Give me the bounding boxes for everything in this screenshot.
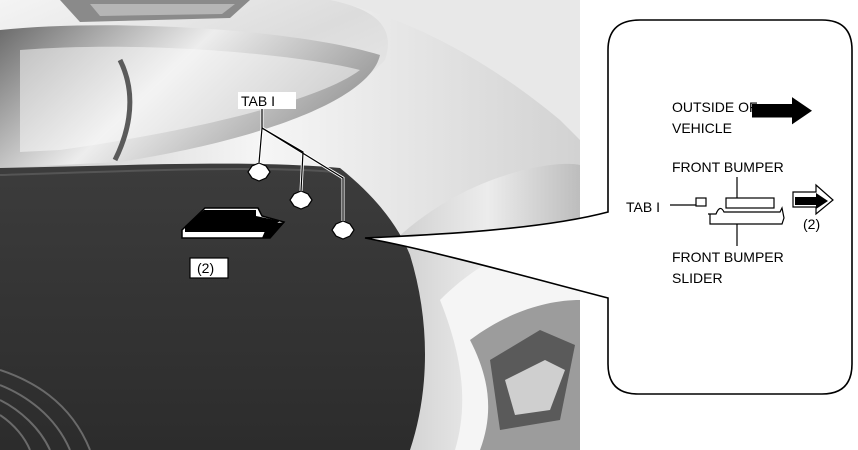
callout-bubble (364, 19, 853, 395)
headlamp-edge (112, 58, 133, 162)
slider-label-line2: SLIDER (672, 270, 723, 286)
tab-marker-3 (331, 220, 355, 240)
front-bumper (0, 163, 425, 450)
outside-label-line2: VEHICLE (672, 120, 732, 136)
tab-section (695, 197, 707, 207)
detail-callout: OUTSIDE OF VEHICLE FRONT BUMPER TAB I (2… (364, 19, 853, 395)
front-bumper-section (725, 197, 775, 209)
outside-arrow-icon (752, 97, 812, 125)
tab-label-background (238, 92, 296, 109)
tab-label: TAB I (241, 93, 275, 109)
direction-arrow-icon (181, 207, 286, 239)
tab-marker-1 (247, 162, 271, 182)
lower-grille (0, 369, 91, 450)
slider-section (708, 206, 785, 225)
bumper-cross-section (695, 197, 785, 225)
wheel-rim (505, 360, 565, 415)
tab-markers (247, 162, 355, 240)
headlamp-reflection (20, 46, 360, 152)
detail-direction-arrow-icon (792, 183, 834, 216)
detail-direction-label: (2) (803, 216, 820, 232)
outside-label-line1: OUTSIDE OF (672, 99, 758, 115)
detail-tab-label: TAB I (626, 199, 660, 215)
direction-label: (2) (197, 260, 214, 276)
slider-label-line1: FRONT BUMPER (672, 249, 784, 265)
tab-marker-2 (289, 190, 313, 210)
direction-label-box (189, 257, 229, 279)
front-bumper-label: FRONT BUMPER (672, 159, 784, 175)
car-illustration: TAB I (2) (0, 0, 580, 450)
upper-grille-inner (90, 4, 235, 16)
fender-highlight (330, 0, 580, 140)
